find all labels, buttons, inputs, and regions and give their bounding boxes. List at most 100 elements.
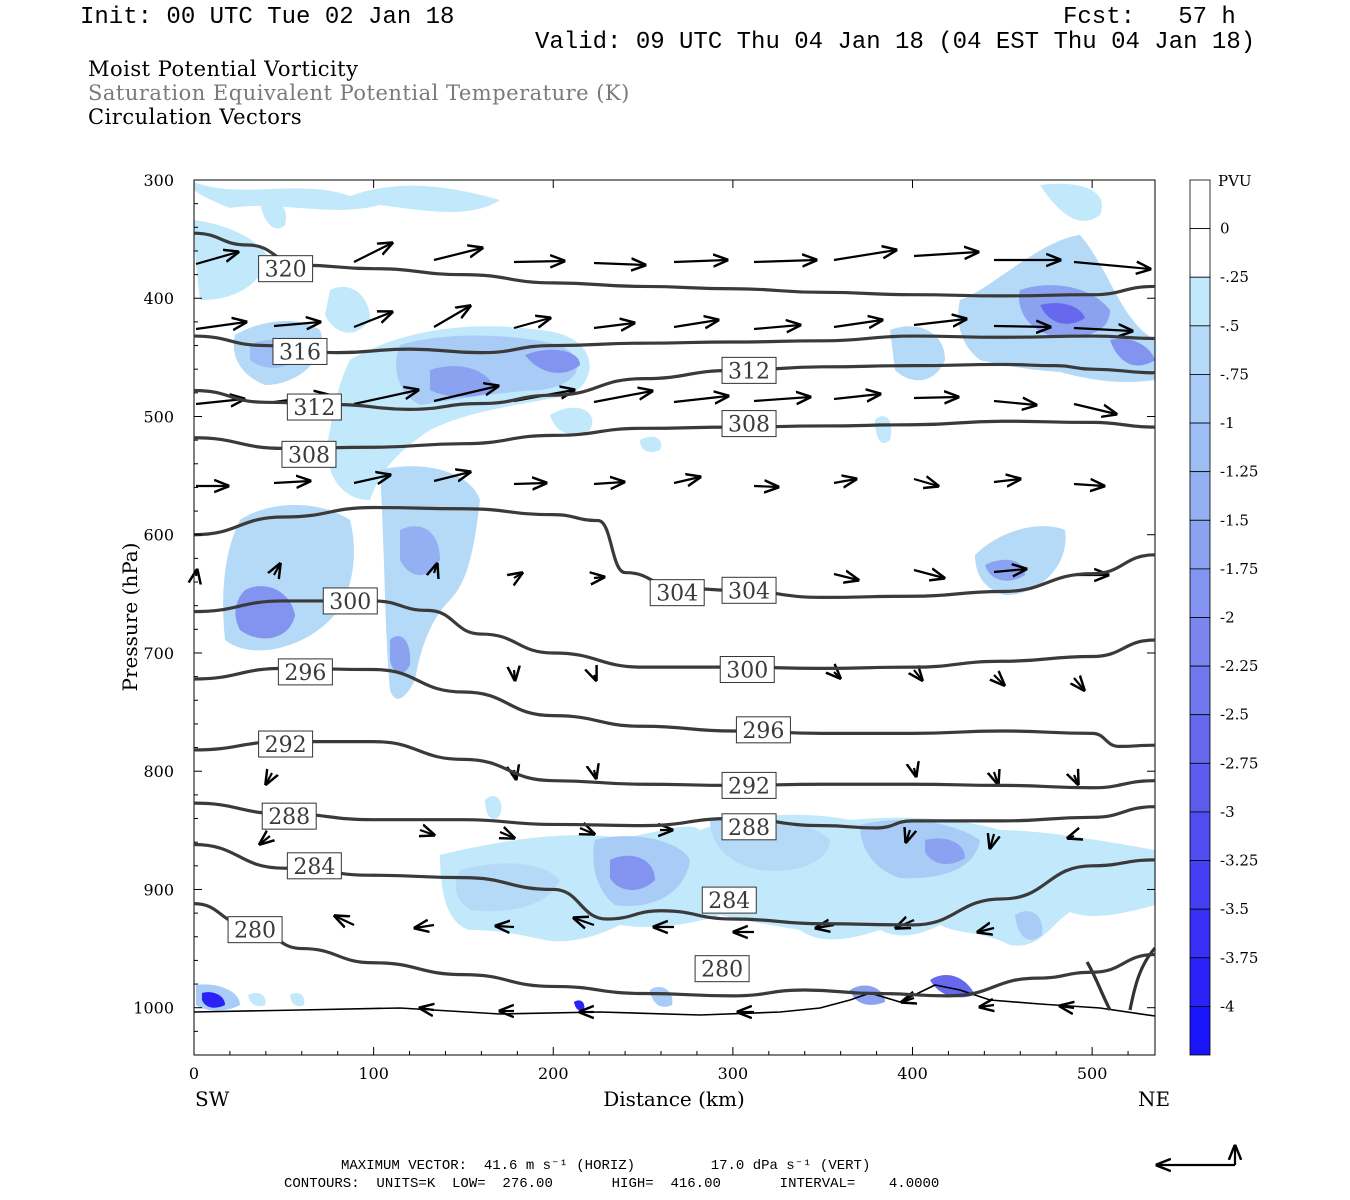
colorbar-swatch: [1189, 811, 1211, 861]
contour-label-280: 280: [694, 955, 750, 983]
x-tick-label: 200: [538, 1064, 569, 1083]
colorbar-label: -.5: [1220, 317, 1239, 335]
contour-label-text: 284: [708, 889, 750, 914]
contour-label-300: 300: [719, 656, 775, 684]
colorbar-label: -2.75: [1220, 754, 1258, 772]
x-tick-label: 400: [897, 1064, 928, 1083]
field-title-thetae: Saturation Equivalent Potential Temperat…: [88, 81, 630, 105]
contour-label-text: 292: [265, 733, 307, 758]
contour-label-text: 304: [728, 579, 770, 604]
colorbar-swatch: [1189, 471, 1211, 521]
colorbar-label: -1: [1220, 414, 1235, 432]
contour-label-box: [286, 852, 342, 880]
contour-label-text: 296: [284, 661, 326, 686]
colorbar-label: -2.25: [1220, 657, 1258, 675]
axes: 0 100 200 300 400 500 300 400 500 600 700 800 900 100…: [133, 171, 1155, 1083]
contour-label-box: [322, 587, 378, 615]
plot-frame: [193, 179, 1156, 1056]
contour-label-text: 288: [268, 805, 310, 830]
contour-label-text: 296: [742, 719, 784, 744]
colorbar-swatch: [1189, 908, 1211, 959]
colorbar-label: -1.5: [1220, 511, 1249, 529]
forecast-hour: Fcst: 57 h: [1063, 4, 1236, 31]
colorbar-label: -3.75: [1220, 949, 1258, 967]
contour-label-288: 288: [261, 802, 317, 830]
contour-label-box: [258, 730, 314, 758]
contour-label-box: [721, 576, 777, 604]
y-tick-label: 700: [143, 644, 174, 663]
y-tick-label: 500: [143, 407, 174, 426]
contour-label-text: 308: [728, 413, 770, 438]
contour-label-316: 316: [272, 337, 328, 365]
contour-line-288: [193, 801, 1156, 830]
colorbar-swatch: [1189, 374, 1211, 424]
colorbar-swatch: [1189, 422, 1211, 473]
y-tick-label: 400: [143, 289, 174, 308]
contour-label-box: [721, 356, 777, 384]
contour-label-text: 300: [329, 590, 371, 615]
contour-label-308: 308: [281, 440, 337, 468]
colorbar-swatch: [1189, 714, 1211, 764]
contour-label-text: 292: [728, 774, 770, 799]
contour-label-box: [721, 771, 777, 799]
contour-label-text: 300: [726, 659, 768, 684]
y-axis-title: Pressure (hPa): [118, 543, 142, 692]
x-tick-label: 0: [189, 1064, 199, 1083]
contour-info: CONTOURS: UNITS=K LOW= 276.00 HIGH= 416.…: [284, 1176, 940, 1192]
contour-label-300: 300: [322, 587, 378, 615]
contour-label-280: 280: [227, 916, 283, 944]
right-end-label: NE: [1138, 1087, 1170, 1111]
contour-line-296: [193, 666, 1156, 748]
terrain-line: [193, 984, 1156, 1017]
y-tick-label: 300: [143, 171, 174, 190]
contour-label-text: 284: [293, 855, 335, 880]
max-vector-note: MAXIMUM VECTOR: 41.6 m s⁻¹ (HORIZ) 17.0 …: [341, 1158, 871, 1174]
colorbar-swatch: [1189, 1005, 1211, 1056]
contour-label-box: [286, 393, 342, 421]
contour-label-box: [649, 579, 705, 607]
contour-label-304: 304: [649, 579, 705, 607]
contour-line-280: [193, 902, 1156, 998]
contour-label-box: [261, 802, 317, 830]
contour-label-box: [227, 916, 283, 944]
contour-line-312: [193, 362, 1156, 411]
colorbar-swatch: [1189, 568, 1211, 618]
contour-label-text: 312: [728, 359, 770, 384]
contour-fragment: [1128, 946, 1157, 1011]
colorbar-swatch: [1189, 325, 1211, 375]
colorbar-swatch: [1189, 276, 1211, 327]
contour-label-312: 312: [721, 356, 777, 384]
colorbar-label: -3.25: [1220, 852, 1258, 870]
contour-label-288: 288: [721, 813, 777, 841]
colorbar-label: -1.25: [1220, 463, 1258, 481]
contour-label-296: 296: [735, 716, 791, 744]
x-tick-label: 300: [718, 1064, 749, 1083]
y-tick-label: 900: [143, 880, 174, 899]
contour-label-box: [272, 337, 328, 365]
contour-line-284: [193, 842, 1156, 927]
colorbar-label: -.75: [1220, 365, 1249, 383]
contour-label-284: 284: [701, 886, 757, 914]
contour-label-box: [721, 813, 777, 841]
x-axis-title: Distance (km): [603, 1087, 745, 1111]
contour-fragment: [1085, 961, 1112, 1011]
field-title-mpv: Moist Potential Vorticity: [88, 57, 359, 81]
contour-label-text: 320: [265, 258, 307, 283]
x-tick-label: 500: [1077, 1064, 1108, 1083]
valid-time: Valid: 09 UTC Thu 04 Jan 18 (04 EST Thu …: [535, 29, 1256, 56]
y-tick-label: 800: [143, 762, 174, 781]
colorbar-label: -1.75: [1220, 560, 1258, 578]
colorbar-swatch: [1189, 762, 1211, 813]
contour-label-box: [281, 440, 337, 468]
colorbar-label: -2: [1220, 609, 1235, 627]
colorbar-label: -.25: [1220, 268, 1249, 286]
contour-label-320: 320: [258, 255, 314, 283]
y-tick-label: 1000: [133, 999, 174, 1018]
contour-label-text: 304: [656, 582, 698, 607]
contour-label-box: [701, 886, 757, 914]
colorbar-label: -4: [1220, 997, 1235, 1015]
colorbar-swatch: [1189, 519, 1211, 570]
colorbar-label: 0: [1220, 220, 1230, 238]
contour-label-304: 304: [721, 576, 777, 604]
